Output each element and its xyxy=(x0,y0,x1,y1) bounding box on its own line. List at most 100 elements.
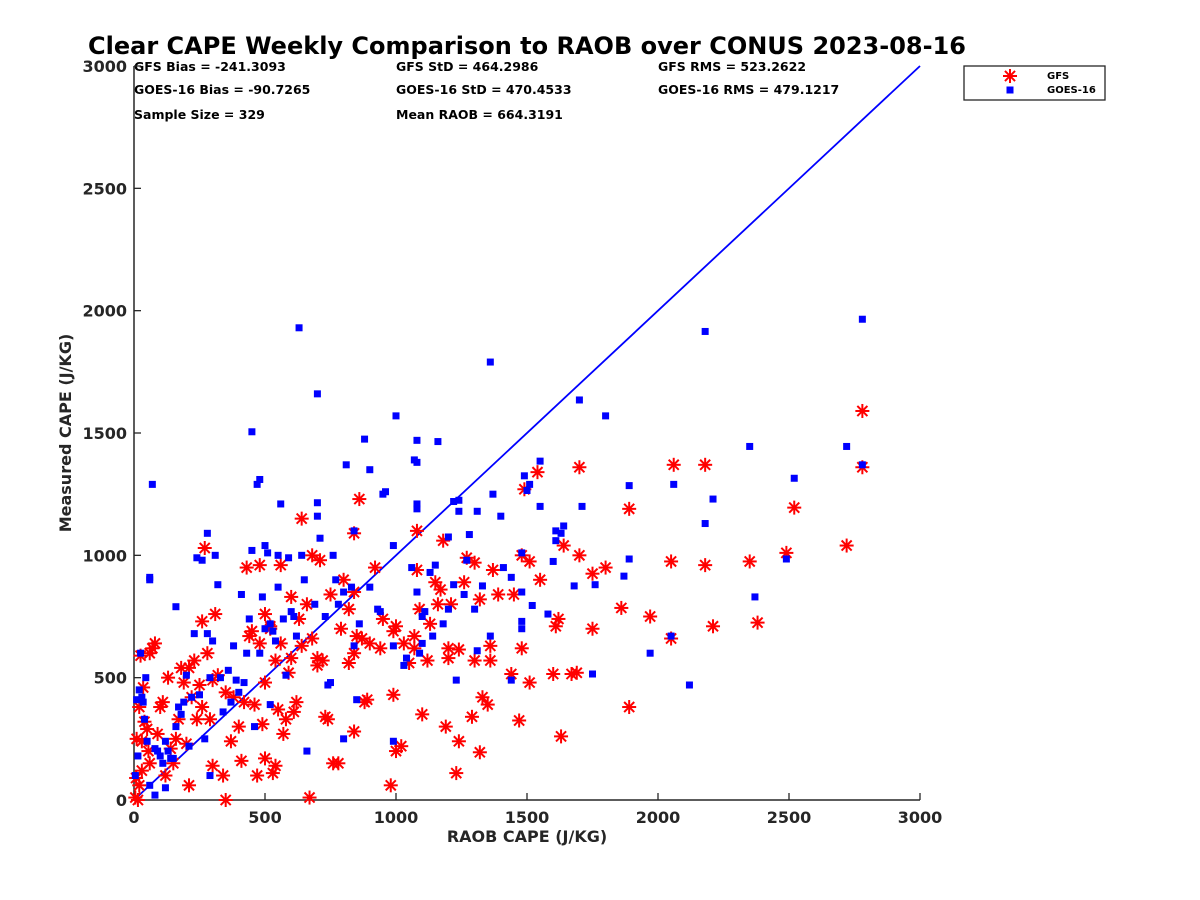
stat-mean-raob: Mean RAOB = 664.3191 xyxy=(396,107,563,122)
gfs-point xyxy=(564,666,579,681)
gfs-point xyxy=(698,457,713,472)
gfs-point xyxy=(407,629,422,644)
gfs-point xyxy=(305,631,320,646)
gfs-point xyxy=(341,602,356,617)
gfs-point xyxy=(200,646,215,661)
gfs-point xyxy=(258,751,272,766)
goes-16-point xyxy=(329,551,337,559)
goes-16-point xyxy=(251,723,259,731)
goes-16-point xyxy=(271,637,279,645)
goes-16-point xyxy=(544,610,552,618)
gfs-point xyxy=(698,558,713,573)
goes-16-point xyxy=(465,531,473,539)
goes-16-point xyxy=(518,549,526,557)
gfs-point xyxy=(572,460,587,475)
goes-16-point xyxy=(408,564,416,572)
goes-16-point xyxy=(667,632,675,640)
goes-16-point xyxy=(402,654,410,662)
stats-block: GFS Bias = -241.3093 GFS StD = 464.2986 … xyxy=(134,59,839,122)
gfs-point xyxy=(415,707,430,722)
goes-16-point xyxy=(620,572,628,580)
goes-16-point xyxy=(209,637,217,645)
gfs-point xyxy=(451,642,466,657)
goes-16-point xyxy=(455,507,463,515)
gfs-point xyxy=(305,548,320,563)
gfs-point xyxy=(666,457,681,472)
goes-16-point xyxy=(146,573,154,581)
goes-16-point xyxy=(224,666,232,674)
gfs-point xyxy=(153,700,168,715)
y-tick-label: 2000 xyxy=(82,302,127,321)
gfs-point xyxy=(128,790,143,805)
goes-16-point xyxy=(177,710,185,718)
goes-16-point xyxy=(206,772,214,780)
stat-sample-size: Sample Size = 329 xyxy=(134,107,265,122)
goes-16-point xyxy=(518,588,526,596)
goes-16-point xyxy=(589,670,596,678)
gfs-point xyxy=(302,790,317,805)
axis-ticks: 0 500 1000 1500 2000 2500 3000 0 500 1000 1500 2000… xyxy=(82,57,942,827)
goes-16-point xyxy=(670,480,678,488)
goes-16-point xyxy=(552,537,560,545)
legend-goes-16-marker xyxy=(1006,86,1014,94)
stat-gfs-rms: GFS RMS = 523.2622 xyxy=(658,59,806,74)
goes-16-point xyxy=(298,551,306,559)
stat-goes-rms: GOES-16 RMS = 479.1217 xyxy=(658,82,839,97)
gfs-point xyxy=(318,709,333,724)
goes-16-point xyxy=(313,390,321,398)
stat-goes-bias: GOES-16 Bias = -90.7265 xyxy=(134,82,310,97)
gfs-point xyxy=(142,756,157,771)
goes-16-point xyxy=(701,327,709,335)
gfs-point xyxy=(250,768,265,783)
gfs-point xyxy=(383,778,398,793)
goes-16-point xyxy=(353,696,361,704)
gfs-point xyxy=(438,719,453,734)
chart-title: Clear CAPE Weekly Comparison to RAOB ove… xyxy=(88,32,966,60)
goes-16-point xyxy=(274,551,282,559)
goes-16-point xyxy=(434,438,442,446)
goes-16-point xyxy=(135,686,143,694)
goes-16-point xyxy=(332,576,340,584)
goes-16-point xyxy=(143,737,151,745)
gfs-point xyxy=(147,636,162,651)
gfs-point xyxy=(449,766,464,781)
gfs-point xyxy=(284,651,299,666)
goes-16-point xyxy=(285,554,293,562)
goes-16-point xyxy=(232,676,240,684)
gfs-point xyxy=(362,636,377,651)
gfs-point xyxy=(273,558,288,573)
goes-16-point xyxy=(473,647,481,655)
legend-box xyxy=(963,65,1106,101)
goes-16-point xyxy=(389,542,397,550)
goes-16-point xyxy=(366,583,374,591)
goes-16-point xyxy=(416,649,424,657)
goes-16-point xyxy=(570,582,578,590)
goes-16-point xyxy=(389,737,397,745)
goes-16-point xyxy=(560,522,568,530)
gfs-point xyxy=(598,560,613,575)
gfs-point xyxy=(585,621,600,636)
gfs-point xyxy=(276,726,291,741)
gfs-point xyxy=(352,492,367,507)
goes-16-point xyxy=(316,534,324,542)
goes-16-point xyxy=(256,475,264,483)
gfs-point xyxy=(150,726,165,741)
goes-16-point xyxy=(526,480,534,488)
goes-16-point xyxy=(463,556,471,564)
gfs-point xyxy=(491,587,506,602)
gfs-point xyxy=(483,653,498,668)
goes-16-point xyxy=(156,752,164,760)
gfs-point xyxy=(420,653,435,668)
series-gfs xyxy=(128,403,870,807)
goes-16-point xyxy=(536,502,544,510)
stat-gfs-std: GFS StD = 464.2986 xyxy=(396,59,539,74)
goes-16-point xyxy=(277,500,285,508)
goes-16-point xyxy=(709,495,717,503)
gfs-point xyxy=(472,592,487,607)
goes-16-point xyxy=(167,754,175,762)
gfs-point xyxy=(326,756,341,771)
goes-16-point xyxy=(418,613,426,620)
goes-16-point xyxy=(151,791,159,799)
gfs-point xyxy=(189,712,204,727)
